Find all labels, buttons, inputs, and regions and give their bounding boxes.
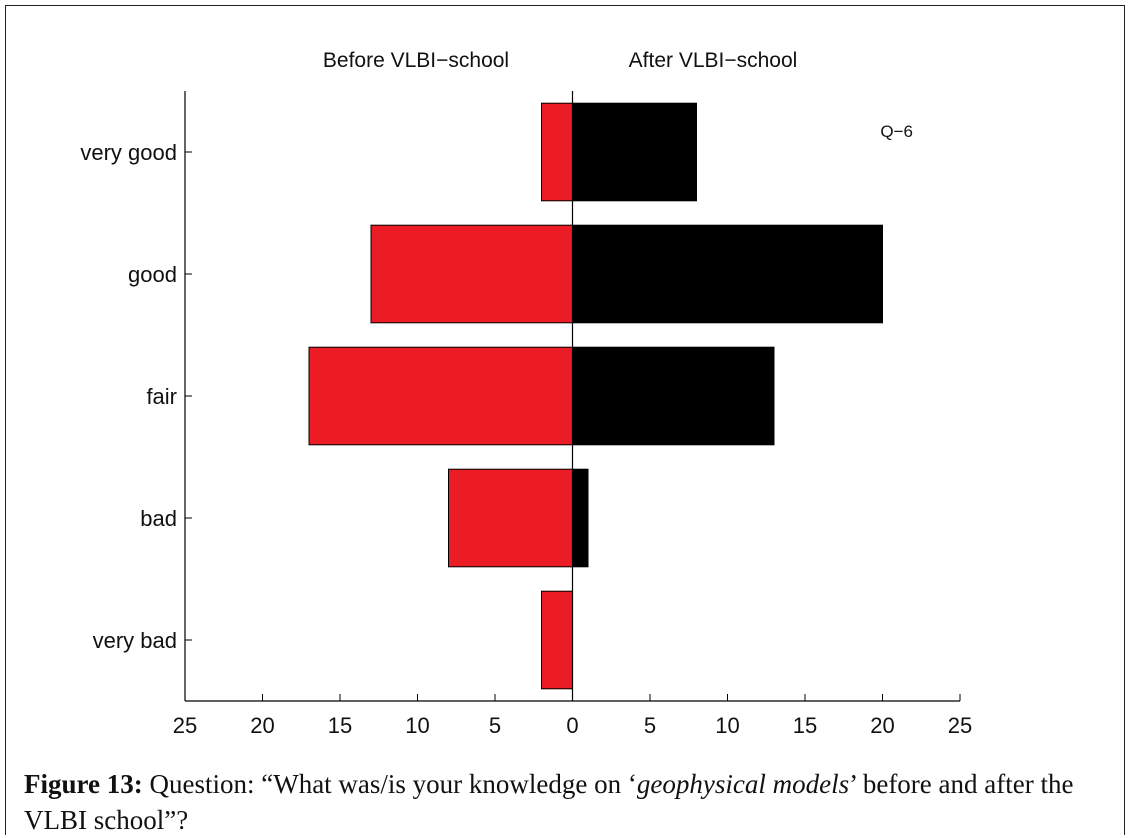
figure-frame: very good good fair bad very bad 25 20 15 10 5 0 5… bbox=[5, 5, 1125, 835]
category-label-good: good bbox=[128, 262, 177, 287]
bar-before-bad bbox=[448, 468, 573, 568]
category-label-very-bad: very bad bbox=[93, 628, 177, 653]
caption-label: Figure 13: bbox=[24, 769, 143, 799]
butterfly-bar-chart: very good good fair bad very bad 25 20 15 10 5 0 5… bbox=[80, 49, 972, 738]
x-tick-label: 10 bbox=[405, 713, 429, 738]
bar-after-fair bbox=[572, 346, 775, 446]
caption-text-before: Question: “What was/is your knowledge on… bbox=[142, 769, 637, 799]
x-tick-label: 10 bbox=[715, 713, 739, 738]
category-label-very-good: very good bbox=[80, 140, 177, 165]
bar-after-bad bbox=[572, 468, 589, 568]
x-tick-label: 25 bbox=[173, 713, 197, 738]
series-label-before: Before VLBI−school bbox=[323, 49, 509, 72]
x-tick-label: 0 bbox=[566, 713, 578, 738]
x-tick-label: 5 bbox=[644, 713, 656, 738]
question-annotation: Q−6 bbox=[880, 122, 913, 141]
bar-after-very-good bbox=[572, 102, 697, 202]
x-tick-label: 20 bbox=[870, 713, 894, 738]
bar-before-very-bad bbox=[541, 590, 573, 690]
x-tick-label: 15 bbox=[793, 713, 817, 738]
x-tick-label: 5 bbox=[489, 713, 501, 738]
x-tick-label: 20 bbox=[250, 713, 274, 738]
category-label-bad: bad bbox=[140, 506, 177, 531]
x-tick-label: 25 bbox=[948, 713, 972, 738]
series-label-after: After VLBI−school bbox=[629, 49, 798, 72]
figure-caption: Figure 13: Question: “What was/is your k… bbox=[24, 766, 1114, 838]
bar-before-fair bbox=[308, 346, 573, 446]
x-tick-label: 15 bbox=[328, 713, 352, 738]
bar-before-very-good bbox=[541, 102, 573, 202]
bar-after-good bbox=[572, 224, 883, 324]
bar-before-good bbox=[370, 224, 573, 324]
category-label-fair: fair bbox=[146, 384, 177, 409]
caption-emphasis: geophysical models bbox=[636, 769, 850, 799]
